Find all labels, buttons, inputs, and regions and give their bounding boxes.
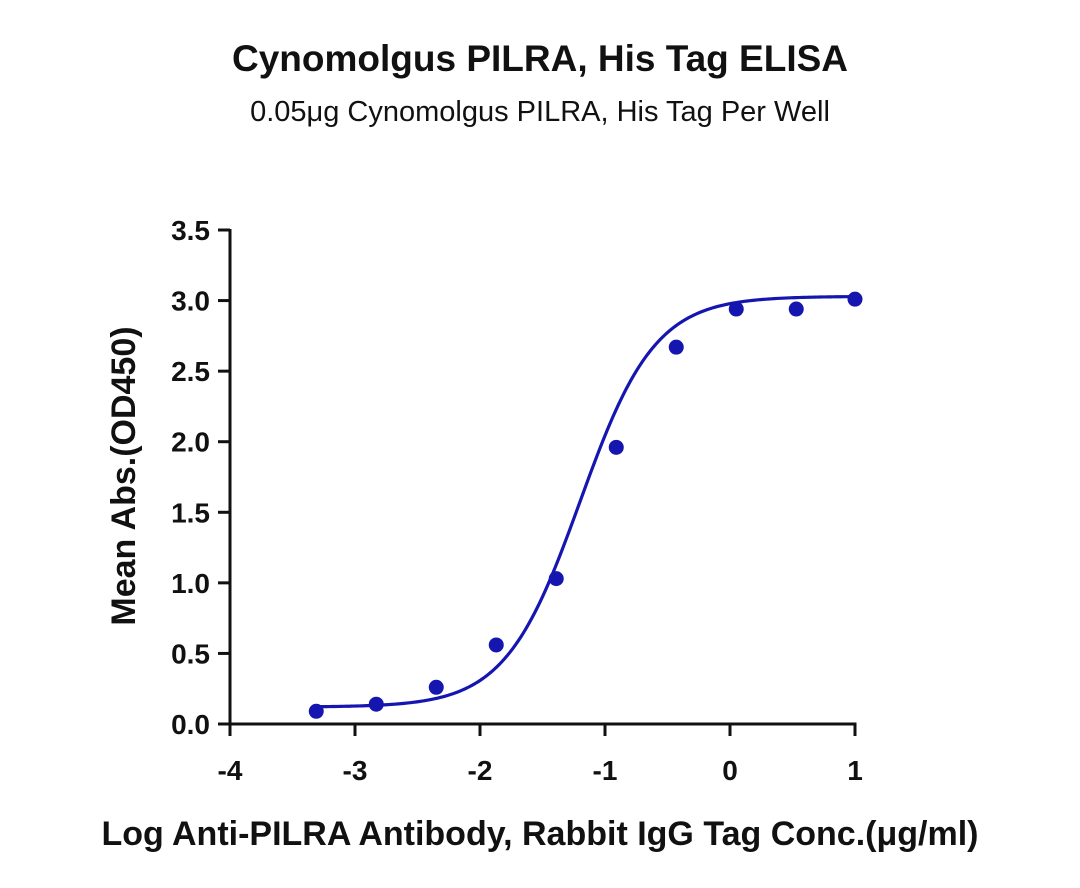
x-tick-label: -2 [468, 755, 493, 786]
axes [228, 229, 857, 726]
y-axis-title: Mean Abs.(OD450) [105, 326, 143, 625]
data-point [788, 301, 804, 317]
x-tick-label: 1 [847, 755, 863, 786]
fit-curve [316, 295, 856, 709]
y-tick-label: 3.5 [171, 215, 210, 246]
x-axis-title: Log Anti-PILRA Antibody, Rabbit IgG Tag … [102, 815, 979, 853]
data-point [847, 291, 863, 307]
data-point [488, 637, 504, 653]
data-point [608, 439, 624, 455]
y-tick-label: 1.5 [171, 497, 210, 528]
data-point [368, 696, 384, 712]
data-point [308, 703, 324, 719]
y-ticks: 0.0 0.5 1.0 1.5 2.0 2.5 3.0 3.5 [171, 215, 230, 740]
chart-subtitle: 0.05μg Cynomolgus PILRA, His Tag Per Wel… [250, 96, 830, 128]
y-tick-label: 2.0 [171, 427, 210, 458]
data-point [428, 679, 444, 695]
y-tick-label: 0.5 [171, 638, 210, 669]
x-tick-label: 0 [722, 755, 738, 786]
chart-title: Cynomolgus PILRA, His Tag ELISA [231, 38, 849, 79]
data-point [728, 301, 744, 317]
x-ticks: -4 -3 -2 -1 0 1 [218, 724, 863, 786]
y-tick-label: 1.0 [171, 568, 210, 599]
x-tick-label: -4 [218, 755, 243, 786]
y-tick-label: 3.0 [171, 286, 210, 317]
y-tick-label: 0.0 [171, 709, 210, 740]
x-tick-label: -3 [343, 755, 368, 786]
x-tick-label: -1 [593, 755, 618, 786]
data-point [548, 571, 564, 587]
data-points [308, 291, 863, 719]
data-point [668, 339, 684, 355]
y-tick-label: 2.5 [171, 356, 210, 387]
